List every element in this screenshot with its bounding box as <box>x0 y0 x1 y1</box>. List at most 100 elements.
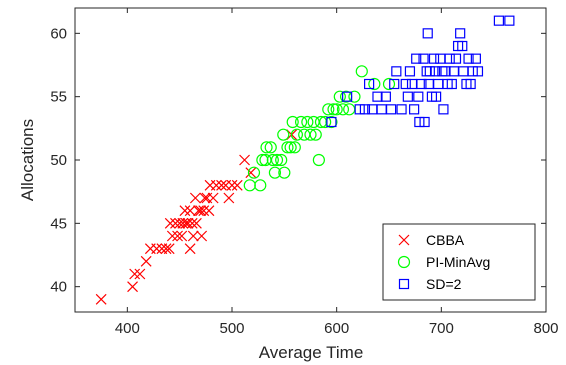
cbba-point <box>179 205 191 217</box>
pi-minavg-point <box>278 166 291 179</box>
legend-label-sd-2: SD=2 <box>426 276 462 292</box>
cbba-point <box>140 255 152 267</box>
pi-minavg-point <box>355 65 368 78</box>
cbba-point <box>198 205 210 217</box>
legend-label-cbba: CBBA <box>426 232 465 248</box>
sd-2-point <box>419 116 430 128</box>
cbba-point <box>187 230 199 242</box>
sd-2-point <box>364 78 375 90</box>
cbba-point <box>189 192 201 204</box>
sd-2-point <box>409 104 420 115</box>
x-tick-label: 400 <box>115 320 140 337</box>
sd-2-point <box>470 53 481 64</box>
sd-2-point <box>504 15 515 26</box>
pi-minavg-point <box>294 115 308 129</box>
sd-2-point <box>450 53 462 64</box>
pi-minavg-point <box>264 141 277 154</box>
sd-2-point <box>431 91 442 102</box>
sd-2-point <box>446 78 457 90</box>
pi-minavg-point <box>319 115 332 129</box>
series-sd-2 <box>326 15 515 128</box>
cbba-point <box>166 230 178 242</box>
sd-2-point <box>424 66 435 77</box>
sd-2-point <box>493 15 504 26</box>
y-tick-label: 50 <box>50 152 67 169</box>
cbba-point <box>239 154 250 166</box>
pi-minavg-point <box>325 115 338 129</box>
pi-minavg-point <box>304 128 317 141</box>
pi-minavg-point <box>368 77 381 91</box>
pi-minavg-point <box>260 141 273 154</box>
y-tick-label: 40 <box>50 279 67 296</box>
legend-item-pi-minavg: PI-MinAvg <box>397 254 490 270</box>
sd-2-point <box>440 66 451 77</box>
cbba-point <box>203 205 215 217</box>
cbba-point <box>172 230 183 242</box>
sd-2-point <box>391 66 402 77</box>
sd-2-point <box>385 104 397 115</box>
pi-minavg-point <box>268 166 282 179</box>
cbba-point <box>151 243 163 255</box>
y-tick-label: 60 <box>50 25 67 42</box>
cbba-point <box>245 167 257 179</box>
cbba-point <box>127 281 138 293</box>
cbba-point <box>184 243 196 255</box>
pi-minavg-point <box>286 115 299 129</box>
cbba-point <box>231 179 243 191</box>
pi-minavg-point <box>312 153 325 167</box>
cbba-point <box>190 217 202 229</box>
pi-minavg-point <box>330 103 343 116</box>
y-tick-label: 55 <box>50 89 67 106</box>
sd-2-point <box>422 28 433 39</box>
cbba-point <box>226 179 238 191</box>
series-pi-minavg <box>243 65 396 192</box>
sd-2-point <box>359 104 371 115</box>
axis-ticks: 400 500 600 700 800 40 45 50 55 60 <box>50 8 559 337</box>
sd-2-point <box>444 53 455 64</box>
pi-minavg-point <box>322 103 335 116</box>
cbba-point <box>207 192 219 204</box>
series-cbba <box>95 129 298 305</box>
sd-2-point <box>400 78 411 90</box>
cbba-point <box>176 230 188 242</box>
pi-minavg-point <box>277 128 290 141</box>
sd-2-point <box>463 53 474 64</box>
pi-minavg-point <box>333 90 346 103</box>
cbba-point <box>182 217 194 229</box>
legend-marker-cbba <box>398 234 410 246</box>
pi-minavg-point <box>281 141 294 154</box>
x-tick-label: 800 <box>533 320 558 337</box>
pi-minavg-point <box>336 103 350 116</box>
pi-minavg-point <box>275 153 288 167</box>
pi-minavg-point <box>270 153 284 167</box>
pi-minavg-point <box>348 90 361 103</box>
y-axis-label: Allocations <box>18 119 37 201</box>
pi-minavg-point <box>309 128 322 141</box>
sd-2-point <box>429 66 441 77</box>
cbba-point <box>216 179 227 191</box>
pi-minavg-point <box>327 103 340 116</box>
cbba-point <box>129 268 141 280</box>
data-points <box>95 15 515 305</box>
sd-2-point <box>472 66 484 77</box>
sd-2-point <box>455 28 466 39</box>
legend-label-pi-minavg: PI-MinAvg <box>426 254 490 270</box>
x-tick-label: 700 <box>429 320 454 337</box>
cbba-point <box>223 192 235 204</box>
cbba-point <box>196 230 208 242</box>
sd-2-point <box>372 91 383 102</box>
cbba-point <box>177 217 189 229</box>
sd-2-point <box>418 53 429 64</box>
legend: CBBA PI-MinAvg SD=2 <box>382 223 536 301</box>
cbba-point <box>164 217 176 229</box>
x-axis-label: Average Time <box>259 343 364 362</box>
cbba-point <box>193 205 204 217</box>
sd-2-point <box>380 91 391 102</box>
legend-item-sd-2: SD=2 <box>398 276 462 292</box>
sd-2-point <box>416 78 427 90</box>
cbba-point <box>210 179 222 191</box>
sd-2-point <box>413 91 424 102</box>
sd-2-point <box>404 66 416 77</box>
cbba-point <box>184 205 196 217</box>
